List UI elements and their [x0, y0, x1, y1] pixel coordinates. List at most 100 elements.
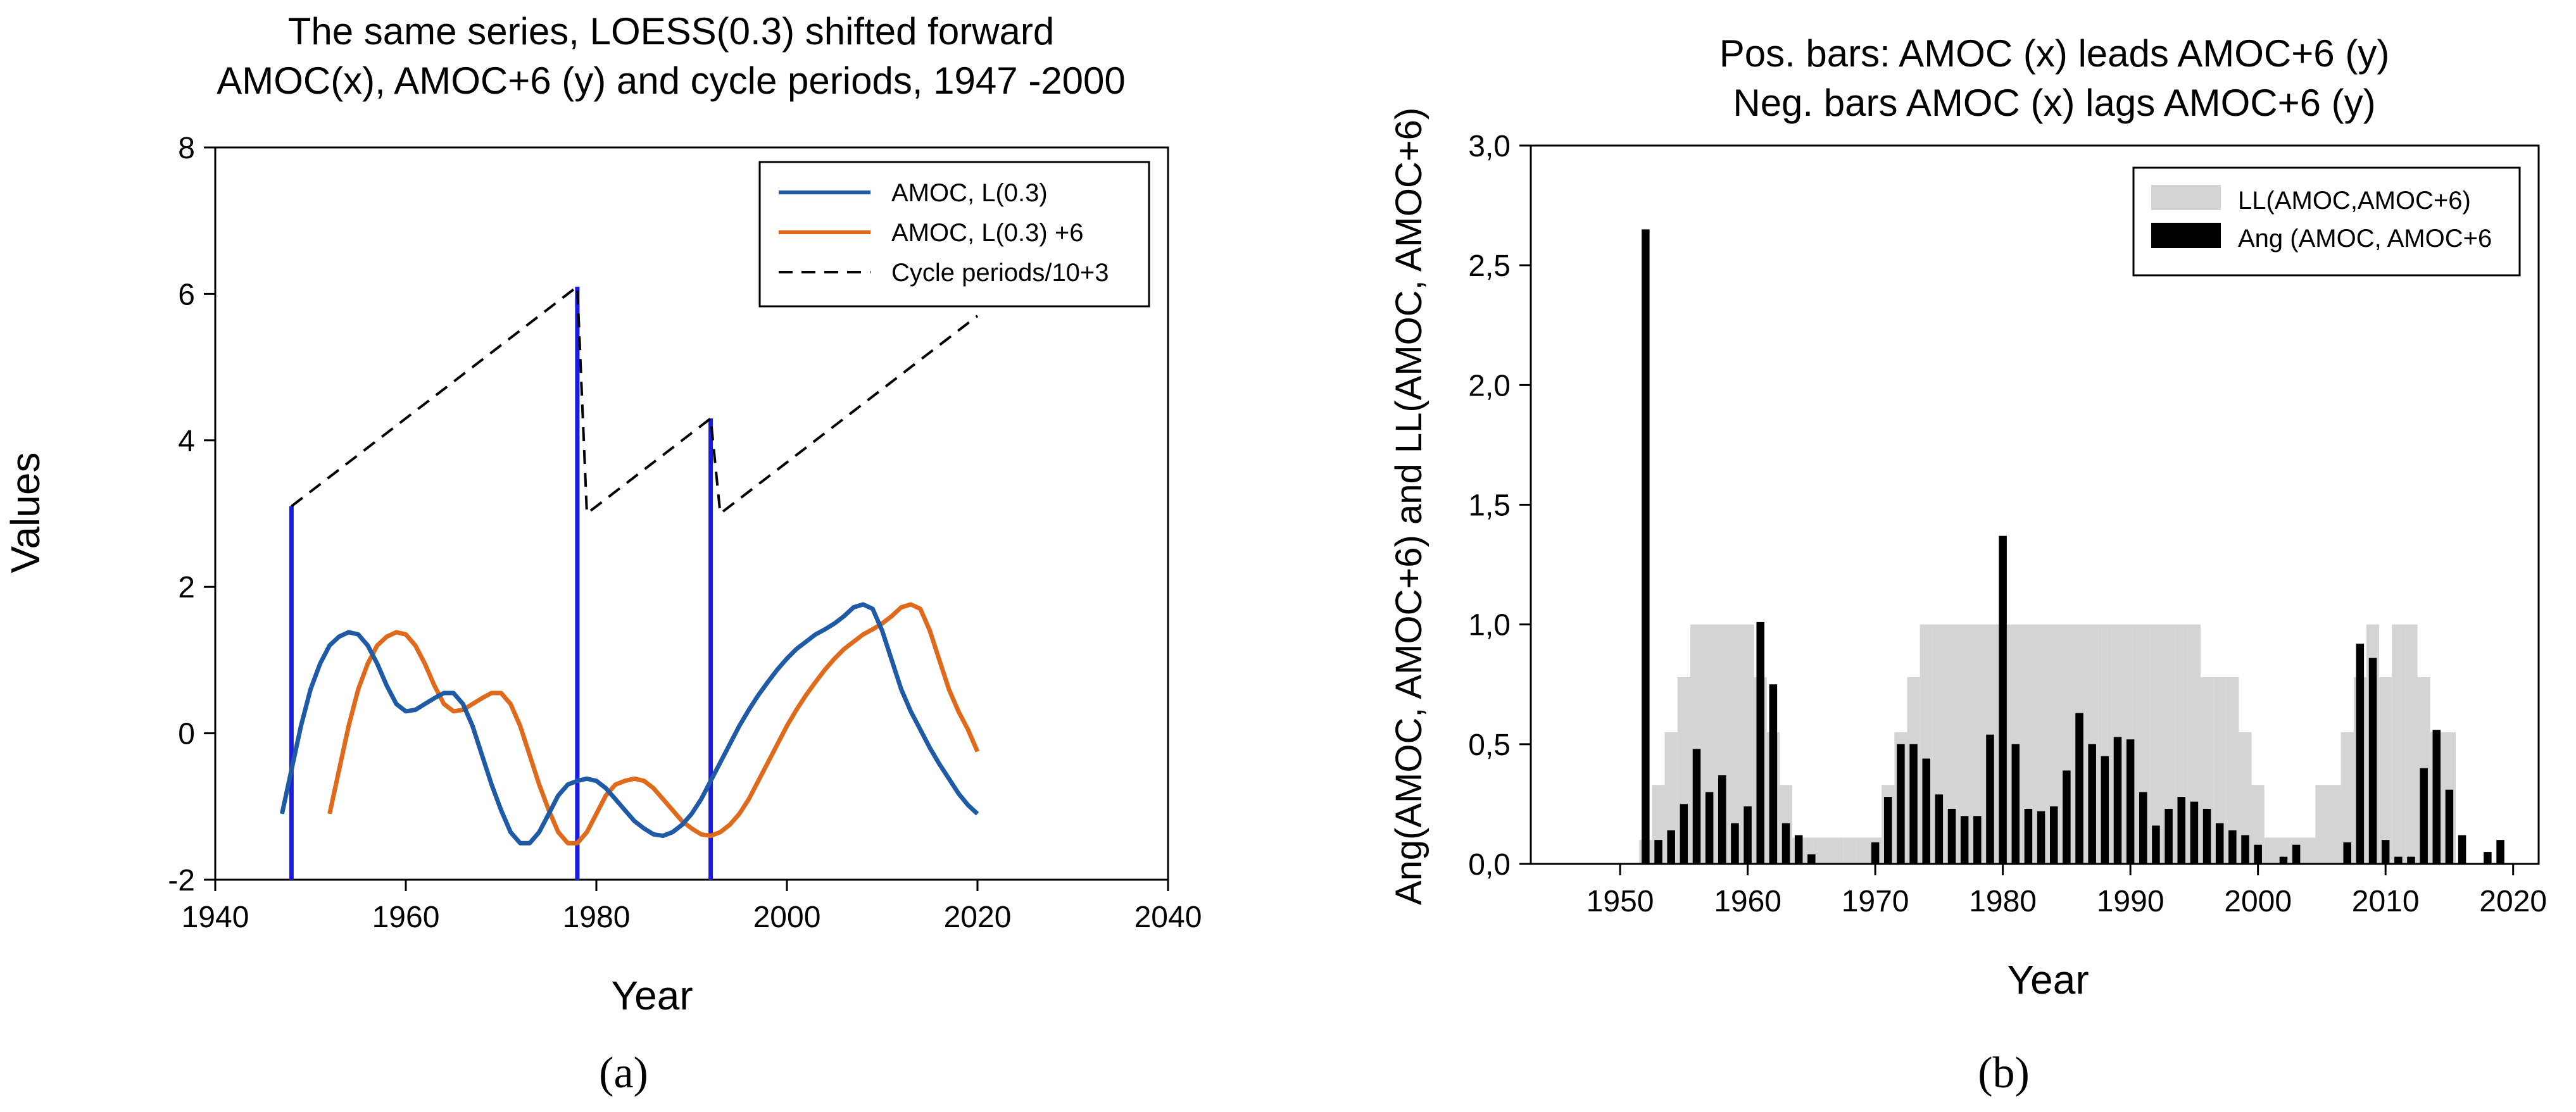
panel-b-bar-ang [1871, 842, 1880, 864]
panel-b-bar-ang [2407, 856, 2415, 864]
panel-b-y-tick-label: 2,0 [1468, 369, 1511, 403]
panel-a-y-tick-label: 0 [178, 718, 195, 751]
panel-b-bar-ang [2075, 713, 2083, 864]
panel-b-bar-ang [2063, 770, 2071, 864]
panel-a-y-axis-label: Values [3, 453, 48, 573]
panel-b-bar-ang [1642, 229, 1650, 865]
panel-b-bar-ll [2404, 624, 2418, 864]
panel-b-bar-ang [2356, 643, 2365, 864]
panel-b-x-tick-label: 2000 [2224, 885, 2292, 918]
panel-b-bar-ll [1856, 837, 1869, 864]
panel-b-bar-ll [1958, 624, 1971, 864]
panel-a-x-tick-label: 1960 [372, 901, 440, 934]
panel-b-bar-ang [1922, 758, 1930, 864]
panel-b-bar-ang [1999, 535, 2007, 864]
panel-b-x-tick-label: 2020 [2479, 885, 2547, 918]
panel-b-bar-ang [1947, 808, 1956, 864]
panel-b-bar-ang [2254, 844, 2262, 864]
panel-b-bar-ll [2226, 677, 2239, 864]
panel-b-bar-ang [1960, 816, 1969, 864]
panel-a-x-tick-label: 2000 [753, 901, 821, 934]
panel-b-bar-ll [1741, 624, 1754, 864]
panel-b-bar-ang [2113, 737, 2122, 864]
panel-b-legend-box [2132, 166, 2521, 277]
panel-b-bar-ang [2381, 840, 2390, 864]
panel-b-bar-ang [2202, 808, 2211, 864]
panel-a-title-line-2: AMOC(x), AMOC+6 (y) and cycle periods, 1… [217, 59, 1126, 102]
panel-b-bar-ll [2379, 677, 2392, 864]
panel-b-bar-ang [1667, 830, 1675, 864]
panel-b-bar-ll [2392, 624, 2405, 864]
panel-b-bar-ll [1971, 624, 1984, 864]
panel-b-x-axis-label: Year [2007, 957, 2089, 1003]
panel-b-bar-ang [2292, 844, 2301, 864]
panel-a-y-tick-label: 6 [178, 278, 195, 311]
panel-b-bar-ang [2139, 792, 2147, 864]
panel-b-bar-ll [1945, 624, 1959, 864]
panel-b-x-tick-label: 1960 [1714, 885, 1781, 918]
panel-a-y-tick-label: 4 [178, 425, 195, 458]
panel-b-bar-ang [2024, 808, 2033, 864]
panel-b-bar-ang [2011, 744, 2020, 864]
panel-b-x-tick-label: 2010 [2352, 885, 2420, 918]
panel-b-bar-ang [1935, 794, 1944, 864]
panel-a-plot-frame [214, 146, 1169, 881]
panel-b-legend-swatch [2151, 223, 2221, 248]
panel-b-bar-ll [1830, 837, 1844, 864]
panel-b-plot-area: 1950 1960 1970 1980 1990 2000 2010 2020 0,0 0,5 1,… [1468, 130, 2547, 918]
panel-b-bar-ll [2340, 732, 2354, 864]
panel-b-bar-ang [2049, 806, 2058, 864]
panel-a-x-tick-label: 2040 [1134, 901, 1202, 934]
panel-b-bar-ll [2239, 732, 2252, 864]
panel-b-bar-ll [2213, 677, 2227, 864]
panel-b-x-tick-label: 1950 [1586, 885, 1654, 918]
panel-a-label: (a) [599, 1049, 648, 1097]
panel-b-bar-ll [2328, 785, 2341, 864]
panel-b-title-line-2: Neg. bars AMOC (x) lags AMOC+6 (y) [1733, 82, 2375, 124]
panel-b-bar-ll [2047, 624, 2061, 864]
panel-b-bar-ang [1897, 744, 1905, 864]
panel-a-series-amoc-shifted [327, 602, 980, 846]
panel-b-bar-ll [1728, 624, 1742, 864]
panel-b-x-tick-label: 1970 [1842, 885, 1909, 918]
panel-a-x-tick-label: 1940 [182, 901, 249, 934]
panel-b-x-tick-label: 1980 [1969, 885, 2037, 918]
panel-b-bar-ang [1769, 684, 1778, 864]
panel-a-x-axis-label: Year [611, 973, 693, 1018]
panel-b-x-tick-label: 1990 [2097, 885, 2164, 918]
panel-b-label: (b) [1978, 1049, 2030, 1097]
panel-b-bar-ang [2368, 658, 2377, 864]
panel-b-legend-label: Ang (AMOC, AMOC+6 [2238, 225, 2492, 253]
panel-b-bar-ll [2251, 785, 2265, 864]
panel-b-bar-ang [2101, 756, 2109, 864]
panel-a-line-chart: The same series, LOESS(0.3) shifted forw… [3, 10, 1202, 1097]
panel-b-bar-ang [2177, 797, 2185, 864]
panel-b-bar-ll [2162, 624, 2175, 864]
panel-b-bar-ll [2149, 624, 2163, 864]
panel-b-bar-ll [1818, 837, 1831, 864]
panel-b-bar-chart: Pos. bars: AMOC (x) leads AMOC+6 (y) Neg… [1388, 32, 2547, 1097]
panel-b-bar-ang [1884, 797, 1892, 864]
panel-b-bar-ang [2420, 768, 2428, 864]
panel-b-bar-ang [2432, 730, 2441, 864]
panel-b-bar-ang [1680, 804, 1688, 864]
panel-a-x-tick-label: 2020 [944, 901, 1012, 934]
panel-a-y-tick-label: -2 [168, 864, 195, 897]
panel-b-bar-ang [1807, 854, 1816, 864]
panel-b-bar-ang [2445, 789, 2454, 864]
panel-a-series-cycle-periods [291, 284, 979, 516]
panel-b-bar-ang [2152, 825, 2160, 864]
panel-b-bar-ang [2496, 840, 2504, 864]
panel-b-bar-ang [1973, 816, 1982, 864]
panel-b-legend-label: LL(AMOC,AMOC+6) [2238, 187, 2471, 215]
panel-b-bar-ang [2484, 852, 2492, 864]
panel-b-bar-ll [2315, 785, 2328, 864]
panel-b-legend-swatch [2151, 185, 2221, 210]
panel-b-bar-ang [1705, 792, 1714, 864]
panel-a-plot-area: 1940 1960 1980 2000 2020 2040 -2 0 2 4 6 8 AMOC, L(0… [168, 132, 1202, 934]
panel-b-bar-ang [2228, 830, 2237, 864]
panel-b-title-line-1: Pos. bars: AMOC (x) leads AMOC+6 (y) [1719, 32, 2390, 75]
panel-b-bar-ang [1654, 840, 1662, 864]
panel-b-bar-ang [2190, 801, 2199, 864]
panel-b-bar-ll [2303, 837, 2316, 864]
